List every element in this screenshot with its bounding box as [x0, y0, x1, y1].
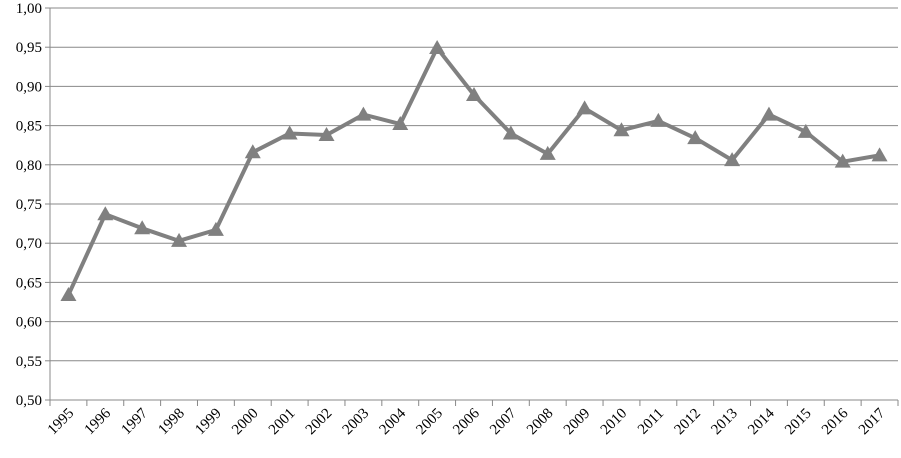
x-tick-label: 2009 [561, 406, 594, 439]
x-tick-label: 1997 [118, 405, 151, 438]
data-marker [613, 122, 630, 137]
data-marker [650, 112, 667, 127]
y-tick-label: 0,55 [16, 354, 42, 370]
x-tick-label: 2008 [524, 406, 557, 439]
data-marker [171, 232, 188, 247]
data-marker [871, 147, 888, 162]
x-tick-label: 2005 [413, 406, 446, 439]
x-tick-label: 2003 [340, 406, 373, 439]
y-tick-label: 0,95 [16, 40, 42, 56]
x-tick-label: 1996 [82, 405, 115, 438]
y-tick-label: 0,90 [16, 79, 42, 95]
data-marker [281, 125, 298, 140]
x-tick-label: 2012 [672, 406, 705, 439]
x-tick-label: 2002 [303, 406, 336, 439]
x-tick-label: 2004 [377, 405, 410, 438]
data-marker [207, 221, 224, 236]
x-tick-label: 2017 [856, 405, 889, 438]
data-marker [244, 144, 261, 159]
data-marker [576, 100, 593, 115]
data-line [66, 45, 880, 296]
data-marker [797, 123, 814, 138]
y-tick-label: 0,65 [16, 275, 42, 291]
x-tick-label: 2006 [450, 405, 483, 438]
x-tick-label: 2016 [819, 405, 852, 438]
data-marker [318, 127, 335, 142]
data-marker [687, 130, 704, 145]
data-marker [60, 286, 77, 301]
data-marker [760, 106, 777, 121]
x-tick-label: 2013 [708, 406, 741, 439]
x-tick-label: 1998 [155, 406, 188, 439]
data-marker [834, 153, 851, 168]
data-marker [502, 125, 519, 140]
y-tick-label: 0,50 [16, 393, 42, 409]
x-tick-label: 2014 [745, 405, 778, 438]
x-tick-label: 2015 [782, 406, 815, 439]
y-tick-label: 0,80 [16, 158, 42, 174]
data-marker [97, 206, 114, 221]
x-tick-label: 2000 [229, 406, 262, 439]
x-tick-label: 2010 [598, 406, 631, 439]
data-marker [355, 106, 372, 121]
y-tick-label: 0,60 [16, 315, 42, 331]
data-marker [724, 152, 741, 167]
y-tick-label: 1,00 [16, 1, 42, 17]
data-marker [392, 116, 409, 131]
data-marker [429, 39, 446, 54]
data-marker [466, 87, 482, 102]
x-tick-label: 2011 [635, 406, 667, 438]
x-tick-label: 1995 [45, 406, 78, 439]
data-marker [134, 220, 151, 235]
y-tick-label: 0,75 [16, 197, 42, 213]
x-tick-label: 2001 [266, 406, 299, 439]
y-tick-label: 0,85 [16, 119, 42, 135]
x-tick-label: 2007 [487, 405, 520, 438]
y-tick-label: 0,70 [16, 236, 42, 252]
data-marker [539, 145, 556, 160]
x-tick-label: 1999 [192, 406, 225, 439]
